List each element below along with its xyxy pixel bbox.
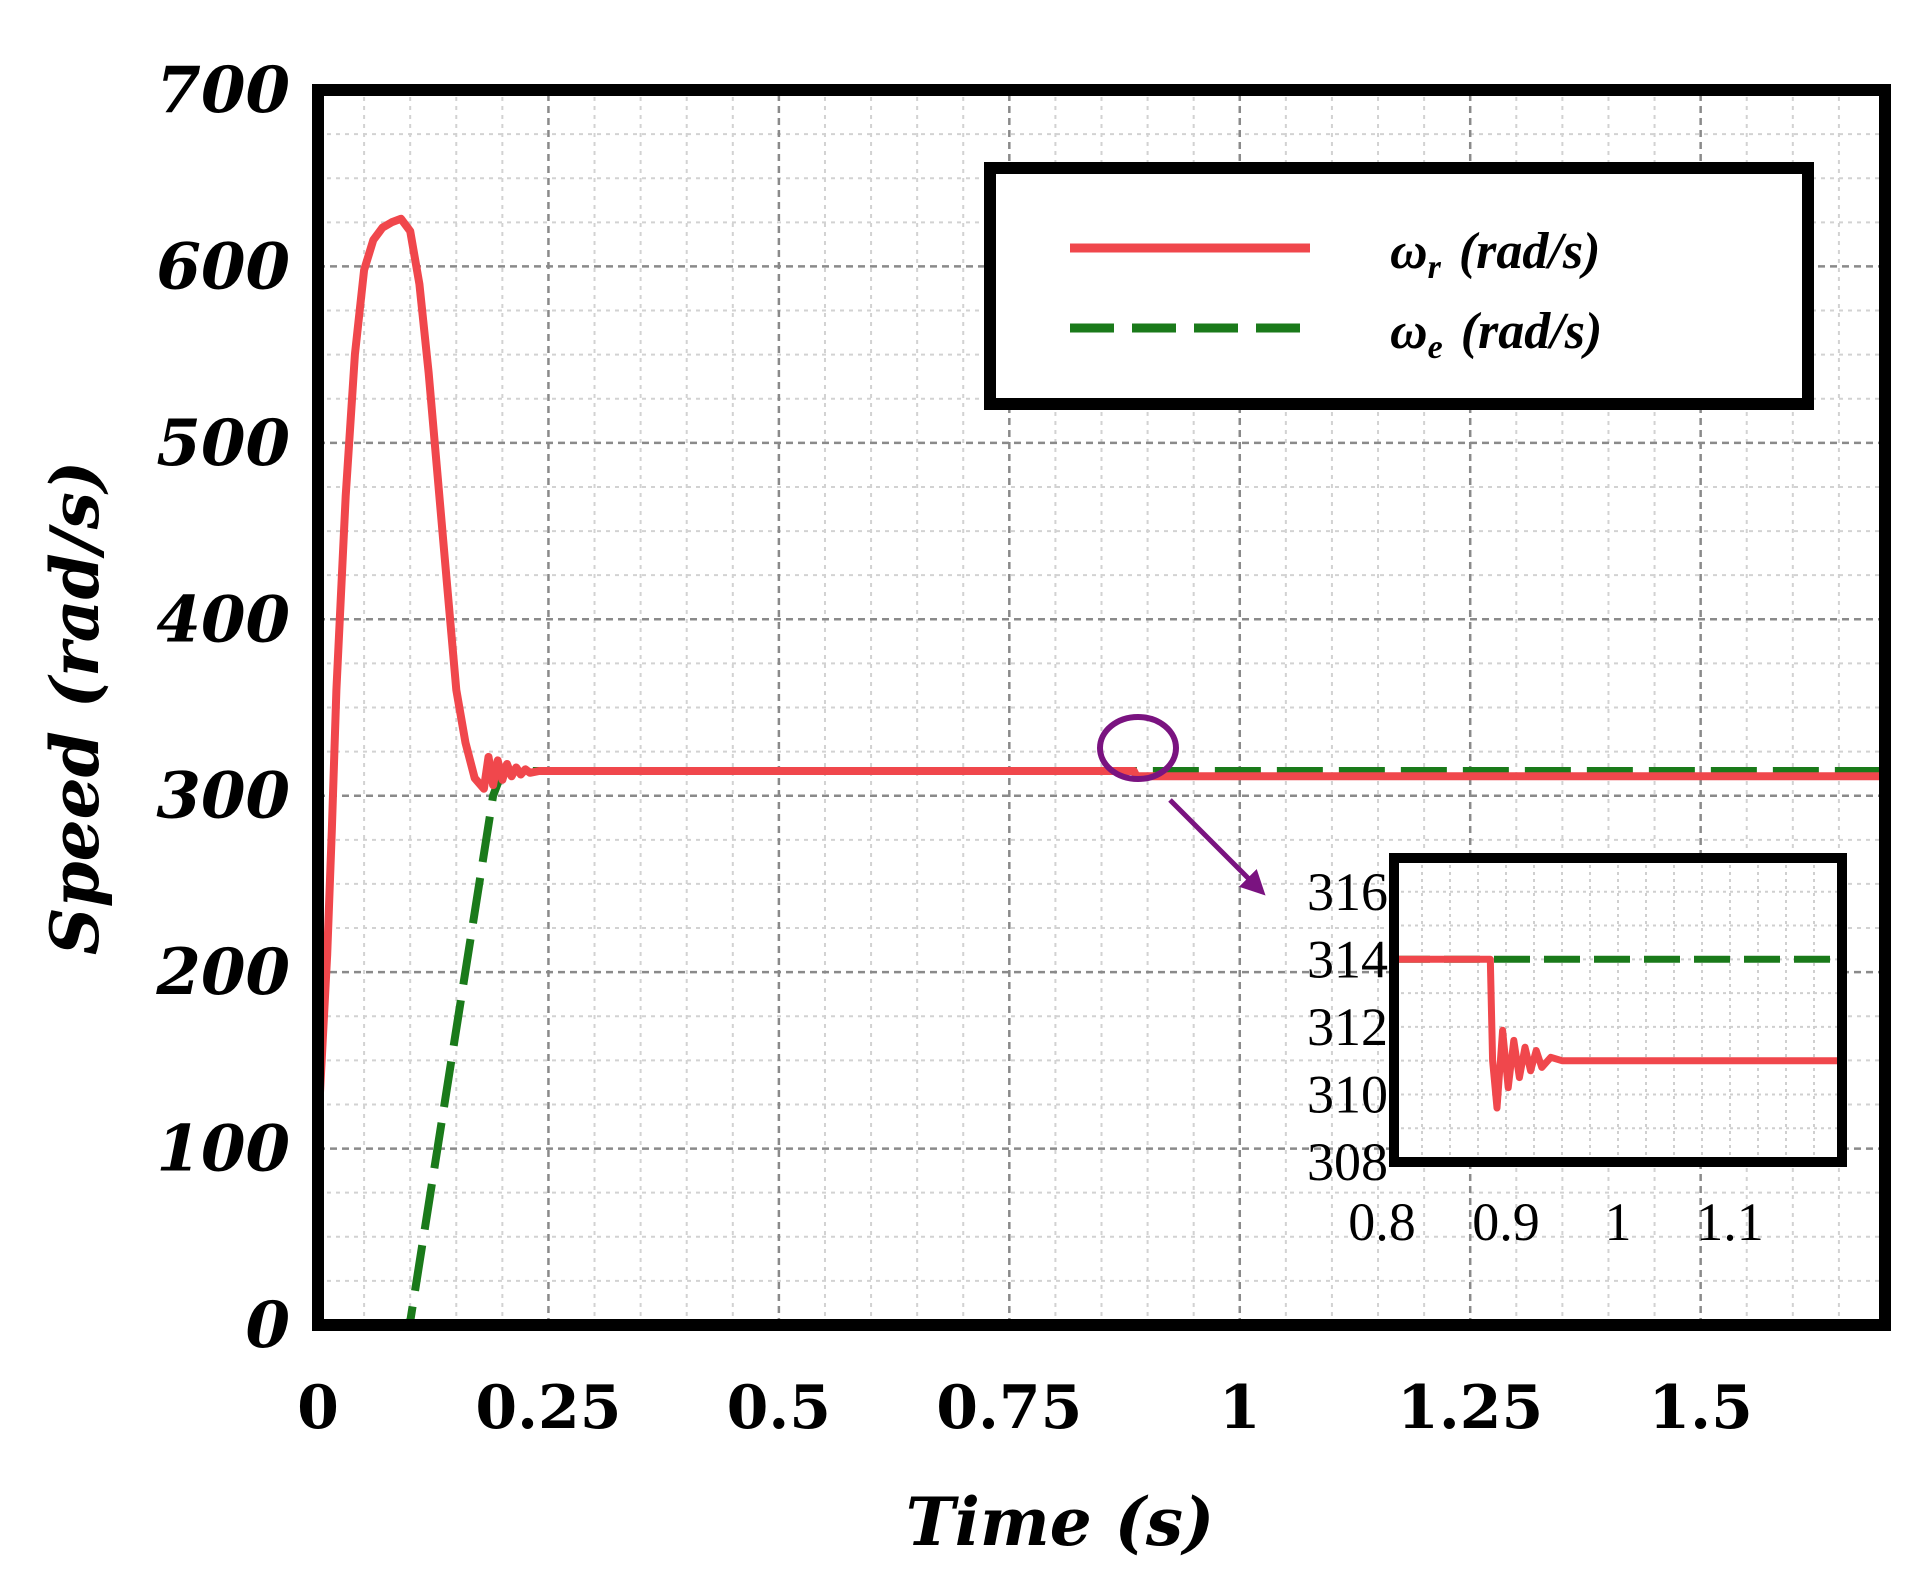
series-line-wr xyxy=(318,214,1885,1132)
x-tick-label: 0.75 xyxy=(936,1373,1082,1443)
inset-y-tick-labels: 308 310 312 314 316 xyxy=(1307,862,1388,1192)
inset-y-tick-label: 310 xyxy=(1307,1064,1388,1124)
legend-we-subscript: e xyxy=(1428,329,1443,366)
inset-x-tick-labels: 0.8 0.9 1 1.1 xyxy=(1348,1192,1764,1252)
legend-wr-unit: (rad/s) xyxy=(1459,223,1601,280)
y-tick-label: 0 xyxy=(245,1288,290,1363)
inset-x-tick-label: 1 xyxy=(1605,1192,1632,1252)
main-plot-frame xyxy=(312,84,1891,1331)
zoom-arrow xyxy=(1168,798,1266,896)
legend-box xyxy=(984,162,1814,410)
x-tick-labels: 0 0.25 0.5 0.75 1 1.25 1.5 xyxy=(297,1373,1753,1443)
legend-wr-subscript: r xyxy=(1428,249,1442,286)
y-tick-label: 400 xyxy=(156,582,290,657)
zoom-circle xyxy=(1097,714,1179,782)
y-tick-label: 700 xyxy=(156,53,290,128)
inset-x-tick-label: 1.1 xyxy=(1696,1192,1764,1252)
y-tick-labels: 0 100 200 300 400 500 600 700 xyxy=(155,53,290,1363)
y-tick-label: 500 xyxy=(156,406,290,481)
inset-line-wr xyxy=(1394,955,1842,1112)
x-tick-label: 1 xyxy=(1219,1373,1261,1443)
inset-x-tick-label: 0.8 xyxy=(1348,1192,1416,1252)
x-tick-label: 0.5 xyxy=(727,1373,831,1443)
x-tick-label: 1.5 xyxy=(1648,1373,1752,1443)
y-tick-label: 300 xyxy=(156,759,290,834)
legend-we-symbol: ω xyxy=(1390,303,1428,360)
y-tick-label: 100 xyxy=(156,1112,290,1187)
inset-x-tick-label: 0.9 xyxy=(1472,1192,1540,1252)
inset-frame xyxy=(1389,853,1847,1167)
x-axis-title: Time (s) xyxy=(906,1483,1215,1561)
y-tick-label: 200 xyxy=(155,935,290,1010)
inset-y-tick-label: 314 xyxy=(1307,929,1388,989)
legend-label-wr: ωr (rad/s) xyxy=(1390,223,1600,286)
inset-y-tick-label: 312 xyxy=(1307,997,1388,1057)
y-axis-title: Speed (rad/s) xyxy=(36,461,114,955)
inset-y-tick-label: 308 xyxy=(1307,1132,1388,1192)
legend-label-we: ωe (rad/s) xyxy=(1390,303,1602,366)
y-tick-label: 600 xyxy=(156,229,290,304)
inset-background xyxy=(1394,858,1842,1162)
x-tick-label: 1.25 xyxy=(1397,1373,1543,1443)
inset-series xyxy=(1394,955,1842,1112)
legend-wr-symbol: ω xyxy=(1390,223,1428,280)
x-tick-label: 0.25 xyxy=(475,1373,621,1443)
inset-y-tick-label: 316 xyxy=(1307,862,1388,922)
legend: ωr (rad/s) ωe (rad/s) xyxy=(984,162,1814,410)
x-tick-label: 0 xyxy=(297,1373,339,1443)
legend-we-unit: (rad/s) xyxy=(1461,303,1603,360)
main-series xyxy=(318,214,1885,1325)
